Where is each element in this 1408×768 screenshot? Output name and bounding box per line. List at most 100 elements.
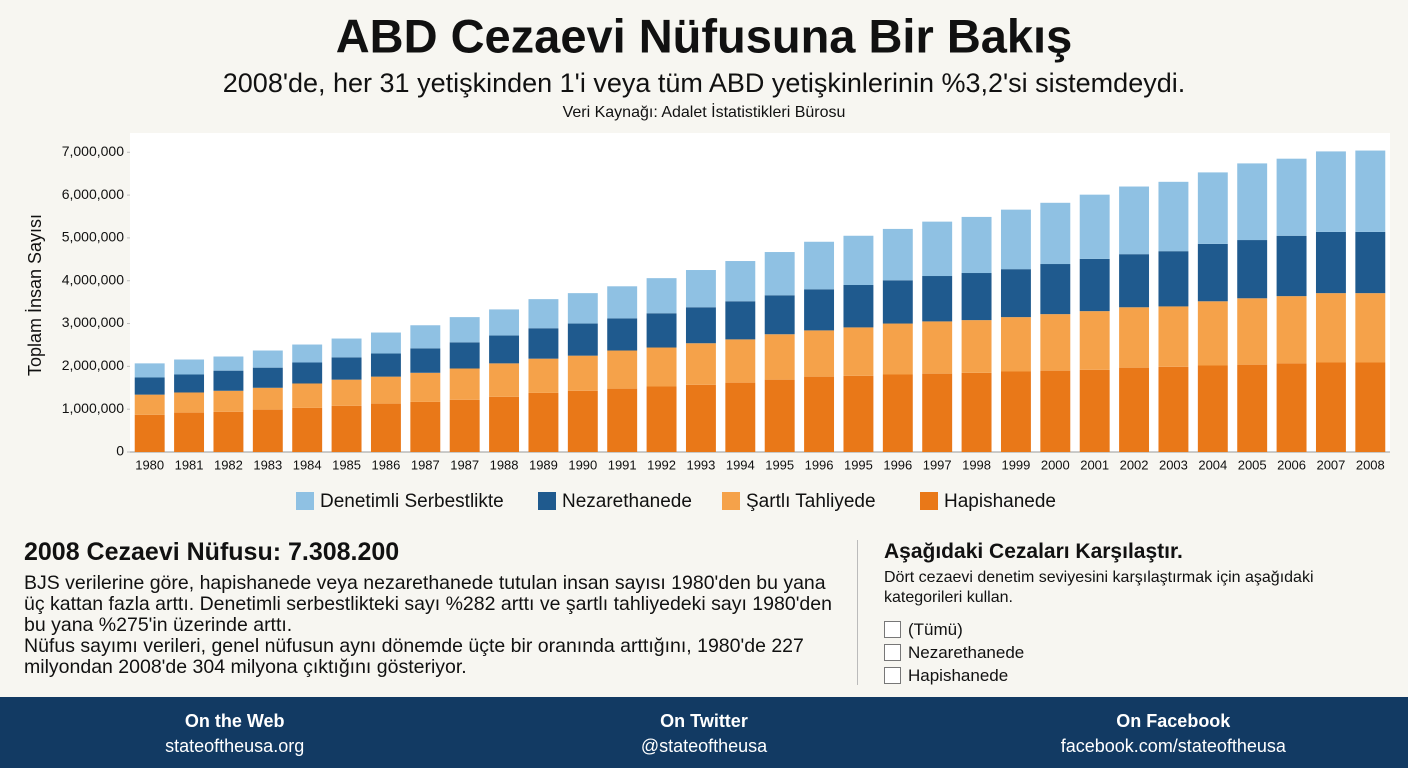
bar-segment — [1315, 362, 1346, 452]
bar-segment — [1000, 209, 1031, 270]
y-axis-label: Toplam İnsan Sayısı — [25, 214, 45, 376]
bar-segment — [567, 355, 598, 391]
bar-segment — [370, 403, 401, 452]
legend-swatch — [722, 492, 740, 510]
bar-segment — [489, 309, 520, 336]
bar-segment — [1355, 293, 1386, 363]
bar-segment — [567, 390, 598, 452]
bar-segment — [410, 325, 441, 349]
y-tick-label: 7,000,000 — [62, 143, 124, 159]
compare-title: Aşağıdaki Cezaları Karşılaştır. — [884, 540, 1183, 563]
bar-segment — [922, 276, 953, 322]
bar-segment — [489, 396, 520, 452]
bar-segment — [1158, 366, 1189, 452]
compare-panel: Aşağıdaki Cezaları Karşılaştır. Dört cez… — [884, 540, 1384, 687]
footer-link[interactable]: @stateoftheusa — [640, 736, 768, 756]
bar-segment — [449, 399, 480, 452]
bar-segment — [252, 350, 283, 368]
x-tick-label: 1984 — [293, 457, 322, 472]
bar-segment — [1197, 365, 1228, 452]
x-tick-label: 1997 — [923, 457, 952, 472]
x-tick-label: 2003 — [1159, 457, 1188, 472]
bar-segment — [1000, 371, 1031, 452]
footer-column: On Facebook facebook.com/stateoftheusa — [939, 697, 1408, 768]
chart-subtitle: 2008'de, her 31 yetişkinden 1'i veya tüm… — [223, 68, 1185, 98]
bar-segment — [174, 374, 205, 393]
checkbox-option[interactable]: Hapishanede — [884, 664, 1384, 687]
checkbox[interactable] — [884, 644, 901, 661]
y-tick-label: 5,000,000 — [62, 229, 124, 245]
bar-segment — [528, 358, 559, 393]
bar-segment — [764, 295, 795, 335]
bar-segment — [1276, 158, 1307, 236]
bar-segment — [725, 261, 756, 302]
bar-segment — [134, 414, 165, 452]
bar-segment — [1355, 362, 1386, 452]
bar-segment — [1237, 240, 1268, 299]
option-label: (Tümü) — [908, 619, 963, 639]
x-tick-label: 2005 — [1238, 457, 1267, 472]
x-tick-label: 2007 — [1316, 457, 1345, 472]
bar-segment — [410, 401, 441, 452]
footer-link[interactable]: facebook.com/stateoftheusa — [1060, 736, 1286, 756]
checkbox-option[interactable]: Nezarethanede — [884, 641, 1384, 664]
bar-segment — [685, 270, 716, 308]
bar-segment — [331, 379, 362, 406]
bar-segment — [922, 373, 953, 452]
bar-segment — [567, 323, 598, 356]
info-panel: 2008 Cezaevi Nüfusu: 7.308.200 BJS veril… — [24, 538, 844, 678]
x-tick-label: 1999 — [1001, 457, 1030, 472]
footer-link[interactable]: stateoftheusa.org — [165, 736, 305, 756]
bar-segment — [370, 353, 401, 377]
x-tick-label: 2006 — [1277, 457, 1306, 472]
bar-segment — [1315, 293, 1346, 363]
x-tick-label: 1986 — [371, 457, 400, 472]
bar-segment — [449, 317, 480, 343]
bar-segment — [174, 359, 205, 375]
bar-segment — [1158, 181, 1189, 252]
bar-segment — [1000, 269, 1031, 318]
checkbox[interactable] — [884, 667, 901, 684]
x-tick-label: 1982 — [214, 457, 243, 472]
bar-segment — [410, 372, 441, 402]
bar-segment — [685, 343, 716, 385]
bar-segment — [646, 347, 677, 387]
x-tick-label: 1980 — [135, 457, 164, 472]
bar-segment — [528, 392, 559, 452]
x-tick-label: 1998 — [962, 457, 991, 472]
bar-segment — [1000, 317, 1031, 372]
legend-label: Şartlı Tahliyede — [746, 491, 876, 512]
checkbox-option[interactable]: (Tümü) — [884, 618, 1384, 641]
bar-segment — [134, 363, 165, 378]
legend-swatch — [538, 492, 556, 510]
x-tick-label: 1989 — [529, 457, 558, 472]
bar-segment — [1040, 370, 1071, 452]
bar-segment — [607, 388, 638, 452]
x-tick-label: 1981 — [175, 457, 204, 472]
x-tick-label: 1990 — [568, 457, 597, 472]
bar-segment — [410, 348, 441, 373]
option-label: Nezarethanede — [908, 642, 1025, 662]
bar-segment — [607, 286, 638, 319]
bar-segment — [370, 376, 401, 404]
x-tick-label: 1996 — [883, 457, 912, 472]
info-paragraph: BJS verilerine göre, hapishanede veya ne… — [24, 572, 832, 636]
legend-swatch — [296, 492, 314, 510]
bar-segment — [961, 216, 992, 274]
y-tick-label: 3,000,000 — [62, 314, 124, 330]
bar-segment — [331, 338, 362, 358]
footer-column: On Twitter @stateoftheusa — [469, 697, 938, 768]
x-tick-label: 2001 — [1080, 457, 1109, 472]
bar-segment — [449, 342, 480, 369]
bar-segment — [489, 335, 520, 364]
bar-segment — [1237, 298, 1268, 365]
y-tick-label: 4,000,000 — [62, 271, 124, 287]
checkbox[interactable] — [884, 621, 901, 638]
bar-segment — [252, 387, 283, 410]
bar-segment — [961, 372, 992, 452]
x-tick-label: 1987 — [450, 457, 479, 472]
bar-segment — [1237, 364, 1268, 452]
bar-segment — [1079, 369, 1110, 452]
bar-segment — [528, 328, 559, 359]
